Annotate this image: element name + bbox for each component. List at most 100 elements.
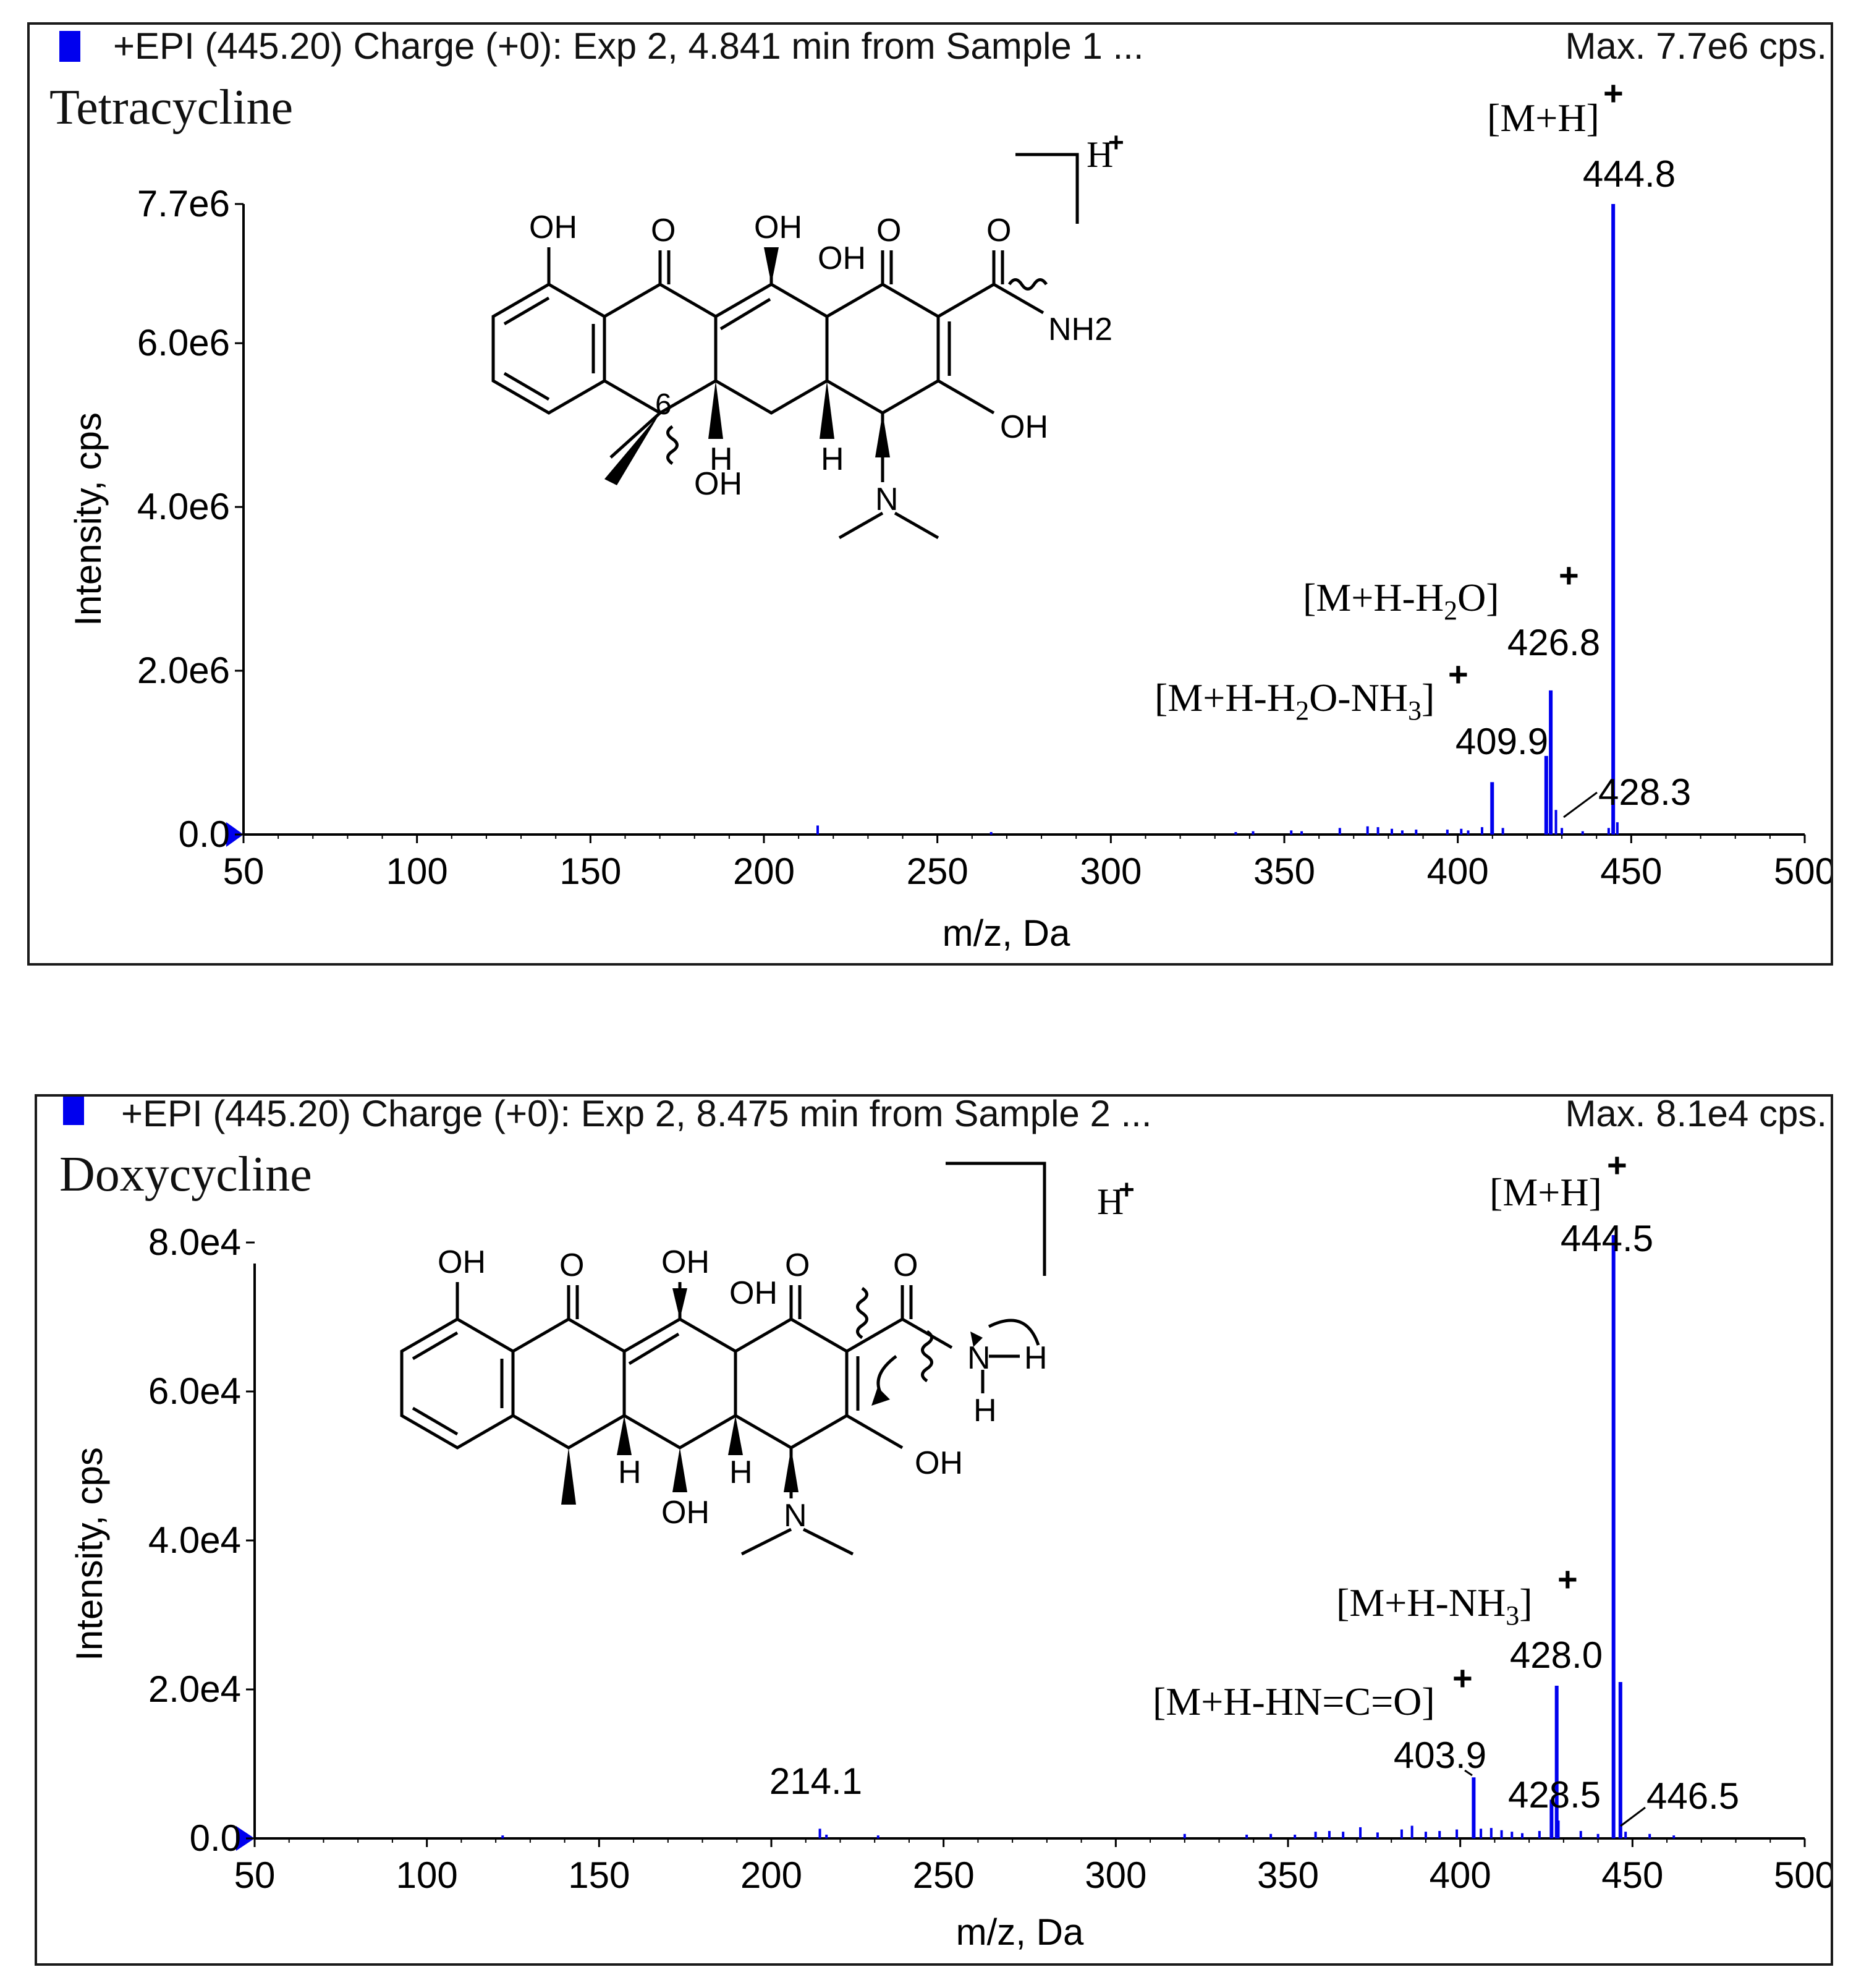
svg-text:OH: OH [438, 1244, 486, 1280]
svg-text:OH: OH [729, 1275, 778, 1311]
peak-label-403-9: 403.9 [1394, 1735, 1486, 1776]
x-tick-label: 250 [907, 851, 968, 892]
x-tick-label: 300 [1085, 1854, 1146, 1896]
ion-label-molecular: [M+H] + [1489, 1145, 1627, 1214]
structure-wedges [561, 1288, 983, 1505]
svg-text:OH: OH [915, 1445, 963, 1481]
ion-label-molecular: [M+H] + [1487, 74, 1624, 140]
axes [236, 1264, 1805, 1851]
svg-text:+: + [1448, 655, 1468, 694]
x-tick-label: 300 [1080, 851, 1142, 892]
svg-text:+: + [1452, 1659, 1473, 1697]
svg-text:O: O [651, 213, 676, 248]
x-tick-label: 50 [234, 1854, 276, 1896]
svg-text:OH: OH [818, 240, 866, 276]
svg-text:N: N [875, 482, 899, 517]
compound-name: Tetracycline [49, 80, 293, 135]
svg-text:OH: OH [529, 210, 577, 245]
y-ticks: 0.0 2.0e6 4.0e6 6.0e6 7.7e6 [137, 183, 244, 855]
peak-label-444-8: 444.8 [1583, 153, 1676, 195]
svg-text:H: H [1024, 1340, 1048, 1376]
peak-label-428-5: 428.5 [1508, 1774, 1601, 1816]
svg-text:+: + [1119, 1175, 1135, 1205]
peak-bars [816, 204, 1619, 835]
svg-text:H: H [973, 1393, 997, 1429]
x-axis-label: m/z, Da [943, 912, 1070, 954]
svg-text:[M+H]: [M+H] [1489, 1170, 1602, 1214]
y-axis-label: Intensity, cps [69, 1447, 110, 1661]
spectrum-svg-doxycycline: +EPI (445.20) Charge (+0): Exp 2, 8.475 … [59, 1093, 1836, 1953]
peak-bars [501, 1234, 1676, 1838]
x-tick-label: 50 [223, 851, 265, 892]
y-tick-label: 4.0e4 [148, 1519, 241, 1561]
y-tick-label: 8.0e4 [148, 1221, 241, 1263]
max-intensity-label: Max. 7.7e6 cps. [1565, 25, 1827, 67]
svg-text:H: H [710, 441, 733, 477]
x-tick-label: 350 [1253, 851, 1315, 892]
x-tick-label: 100 [386, 851, 448, 892]
svg-text:H: H [729, 1455, 753, 1490]
leader-line [1563, 791, 1598, 818]
x-tick-label: 100 [396, 1854, 458, 1896]
leader-line [1620, 1806, 1646, 1827]
axes [226, 204, 1805, 847]
peak-label-409-9: 409.9 [1456, 721, 1548, 762]
svg-text:+: + [1557, 1560, 1578, 1599]
spectrum-panel-doxycycline: +EPI (445.20) Charge (+0): Exp 2, 8.475 … [35, 1093, 1836, 1966]
peak-label-444-5: 444.5 [1561, 1218, 1653, 1259]
svg-text:OH: OH [661, 1244, 710, 1280]
x-tick-label: 150 [559, 851, 621, 892]
ion-label-water-ammonia-loss: [M+H-H2O-NH3] + [1155, 655, 1468, 726]
svg-text:H: H [618, 1455, 642, 1490]
svg-text:[M+H-H2O-NH3]: [M+H-H2O-NH3] [1155, 676, 1434, 726]
baseline-marker-icon [236, 1826, 255, 1851]
leader-line [1464, 1769, 1473, 1777]
peak-label-428-3: 428.3 [1598, 771, 1691, 813]
x-tick-label: 450 [1601, 1854, 1663, 1896]
svg-text:+: + [1559, 556, 1579, 595]
svg-text:[M+H]: [M+H] [1487, 96, 1600, 140]
svg-text:N: N [784, 1498, 807, 1534]
y-tick-label: 2.0e4 [148, 1668, 241, 1710]
x-ticks: 50 100 150 200 250 300 350 400 450 500 [223, 835, 1836, 892]
y-ticks: 0.0 2.0e4 4.0e4 6.0e4 8.0e4 [148, 1221, 255, 1859]
structure-labels: OH O OH OH O O N H H OH H OH H N H + [438, 1175, 1135, 1534]
x-ticks: 50 100 150 200 250 300 350 400 450 500 [234, 1838, 1836, 1896]
x-tick-label: 500 [1774, 851, 1831, 892]
svg-text:O: O [559, 1247, 584, 1283]
svg-text:NH2: NH2 [1048, 312, 1112, 347]
svg-text:+: + [1603, 74, 1624, 113]
svg-text:+: + [1108, 127, 1124, 158]
ion-label-water-loss: [M+H-H2O] + [1303, 556, 1579, 626]
y-tick-label: 0.0 [179, 813, 230, 855]
svg-text:O: O [893, 1247, 918, 1283]
y-tick-label: 0.0 [190, 1817, 241, 1859]
x-tick-label: 450 [1600, 851, 1662, 892]
y-tick-label: 2.0e6 [137, 650, 230, 691]
svg-text:H: H [821, 441, 844, 477]
svg-text:6: 6 [655, 388, 672, 421]
x-tick-label: 200 [733, 851, 795, 892]
svg-text:[M+H-HN=C=O]: [M+H-HN=C=O] [1153, 1680, 1435, 1723]
y-axis-label: Intensity, cps [67, 412, 109, 626]
y-tick-label: 6.0e6 [137, 322, 230, 363]
proton-label: H [1097, 1181, 1124, 1222]
svg-text:OH: OH [1000, 409, 1048, 445]
tetracycline-structure [491, 153, 1079, 540]
max-intensity-label: Max. 8.1e4 cps. [1565, 1097, 1827, 1134]
ion-label-isocyanic-acid-loss: [M+H-HN=C=O] + [1153, 1659, 1473, 1723]
svg-text:N: N [967, 1340, 991, 1376]
spectrum-panel-tetracycline: +EPI (445.20) Charge (+0): Exp 2, 4.841 … [27, 22, 1836, 966]
x-tick-label: 150 [568, 1854, 630, 1896]
y-tick-label: 6.0e4 [148, 1370, 241, 1412]
x-tick-label: 400 [1427, 851, 1489, 892]
peak-label-426-8: 426.8 [1507, 622, 1600, 663]
peak-label-446-5: 446.5 [1646, 1775, 1739, 1817]
svg-text:+: + [1607, 1145, 1627, 1184]
y-tick-label: 7.7e6 [137, 183, 230, 224]
x-tick-label: 200 [740, 1854, 802, 1896]
svg-text:OH: OH [754, 210, 802, 245]
x-axis-label: m/z, Da [956, 1911, 1084, 1953]
doxycycline-structure [400, 1162, 1046, 1556]
x-tick-label: 250 [913, 1854, 975, 1896]
